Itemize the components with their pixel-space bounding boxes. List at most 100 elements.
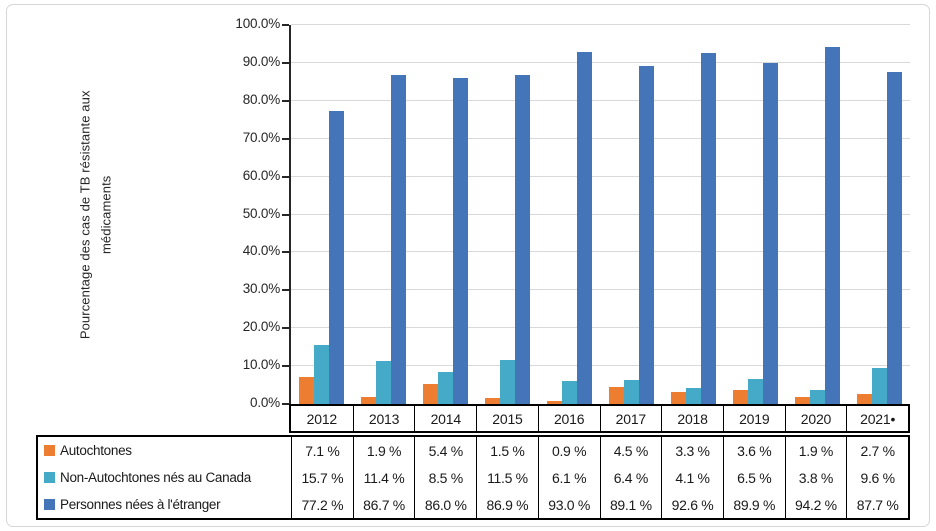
bar-non-autochtones-n-s-au-canada-2016 bbox=[562, 380, 578, 404]
table-value-cell: 4.5 % bbox=[599, 437, 662, 464]
year-header-cell: 2020 bbox=[784, 406, 847, 431]
bar-personnes-n-es-l-tranger-2013 bbox=[391, 75, 407, 404]
year-header-cell: 2018 bbox=[661, 406, 723, 431]
y-tick-mark bbox=[282, 327, 289, 330]
y-tick-mark bbox=[282, 61, 289, 64]
y-tick-mark bbox=[282, 251, 289, 254]
bar-autochtones-2017 bbox=[608, 386, 624, 404]
table-value-cell: 3.6 % bbox=[722, 437, 785, 464]
y-tick-label: 60.0% bbox=[242, 167, 280, 183]
gridline bbox=[291, 365, 910, 367]
year-header-cell: 2017 bbox=[599, 406, 662, 431]
table-value-cell: 94.2 % bbox=[784, 491, 847, 518]
legend-series-label: Non-Autochtones nés au Canada bbox=[60, 470, 251, 485]
gridline bbox=[291, 289, 910, 291]
table-value-cell: 6.5 % bbox=[722, 464, 785, 491]
y-tick-mark bbox=[282, 24, 289, 26]
bar-non-autochtones-n-s-au-canada-2015 bbox=[500, 360, 516, 404]
gridline bbox=[291, 137, 910, 139]
y-tick-mark bbox=[282, 365, 289, 368]
bar-non-autochtones-n-s-au-canada-2019 bbox=[747, 379, 763, 404]
legend-cell: Personnes nées à l'étranger bbox=[38, 491, 291, 518]
table-value-cell: 11.5 % bbox=[476, 464, 538, 491]
y-tick-label: 40.0% bbox=[242, 243, 280, 259]
table-value-cell: 93.0 % bbox=[537, 491, 600, 518]
y-tick-label: 10.0% bbox=[242, 357, 280, 373]
table-value-cell: 6.4 % bbox=[599, 464, 662, 491]
bar-non-autochtones-n-s-au-canada-2017 bbox=[623, 379, 639, 404]
table-value-cell: 86.0 % bbox=[414, 491, 476, 518]
y-tick-mark bbox=[282, 99, 289, 102]
bar-personnes-n-es-l-tranger-2017 bbox=[638, 66, 654, 404]
legend-swatch-icon bbox=[44, 472, 55, 483]
gridline bbox=[291, 24, 910, 25]
bar-autochtones-2015 bbox=[485, 398, 501, 404]
bar-non-autochtones-n-s-au-canada-2014 bbox=[438, 371, 454, 404]
table-value-cell: 6.1 % bbox=[537, 464, 600, 491]
table-value-cell: 92.6 % bbox=[661, 491, 723, 518]
bar-autochtones-2018 bbox=[670, 391, 686, 404]
y-tick-label: 100.0% bbox=[235, 16, 280, 31]
gridline bbox=[291, 99, 910, 101]
y-tick-label: 70.0% bbox=[242, 129, 280, 145]
bar-autochtones-2019 bbox=[732, 390, 748, 404]
bar-non-autochtones-n-s-au-canada-2013 bbox=[376, 360, 392, 404]
bar-personnes-n-es-l-tranger-2021 bbox=[886, 71, 902, 404]
plot-area bbox=[282, 24, 910, 406]
bar-autochtones-2013 bbox=[361, 396, 377, 404]
y-tick-mark bbox=[282, 137, 289, 140]
table-value-cell: 4.1 % bbox=[661, 464, 723, 491]
table-value-cell: 86.9 % bbox=[476, 491, 538, 518]
gridline bbox=[291, 61, 910, 63]
bar-personnes-n-es-l-tranger-2015 bbox=[515, 74, 531, 404]
y-tick-label: 30.0% bbox=[242, 281, 280, 297]
bar-autochtones-2020 bbox=[794, 396, 810, 404]
legend-swatch-icon bbox=[44, 445, 55, 456]
y-tick-label: 50.0% bbox=[242, 205, 280, 221]
bar-personnes-n-es-l-tranger-2019 bbox=[762, 63, 778, 404]
bar-autochtones-2021 bbox=[856, 393, 872, 404]
y-tick-mark bbox=[282, 289, 289, 292]
bar-autochtones-2016 bbox=[547, 400, 563, 404]
gridline bbox=[291, 251, 910, 253]
chart-data-table: Autochtones 7.1 % 1.9 % 5.4 % 1.5 % 0.9 % 4.5 … bbox=[36, 435, 910, 520]
legend-cell: Non-Autochtones nés au Canada bbox=[38, 464, 291, 491]
year-header-cell: 2015 bbox=[476, 406, 538, 431]
table-value-cell: 11.4 % bbox=[352, 464, 415, 491]
table-value-cell: 1.9 % bbox=[352, 437, 415, 464]
legend-series-label: Personnes nées à l'étranger bbox=[60, 497, 221, 512]
y-tick-label: 20.0% bbox=[242, 319, 280, 335]
y-tick-label: 0.0% bbox=[250, 395, 280, 410]
table-value-cell: 2.7 % bbox=[846, 437, 908, 464]
y-tick-mark bbox=[282, 175, 289, 178]
table-value-cell: 9.6 % bbox=[846, 464, 908, 491]
bar-non-autochtones-n-s-au-canada-2021 bbox=[871, 367, 887, 404]
legend-swatch-icon bbox=[44, 499, 55, 510]
table-value-cell: 1.5 % bbox=[476, 437, 538, 464]
y-axis-title-line2: médicaments bbox=[98, 175, 113, 254]
bar-autochtones-2014 bbox=[423, 383, 439, 404]
table-value-cell: 77.2 % bbox=[291, 491, 353, 518]
table-value-cell: 3.8 % bbox=[784, 464, 847, 491]
table-value-cell: 89.9 % bbox=[722, 491, 785, 518]
bar-personnes-n-es-l-tranger-2012 bbox=[329, 111, 345, 404]
bar-non-autochtones-n-s-au-canada-2018 bbox=[685, 388, 701, 404]
y-tick-label: 80.0% bbox=[242, 91, 280, 107]
year-header-cell: 2019 bbox=[722, 406, 785, 431]
table-value-cell: 1.9 % bbox=[784, 437, 847, 464]
year-header-cell: 2021• bbox=[846, 406, 908, 431]
bar-personnes-n-es-l-tranger-2016 bbox=[577, 51, 593, 404]
table-value-cell: 0.9 % bbox=[537, 437, 600, 464]
table-value-cell: 87.7 % bbox=[846, 491, 908, 518]
y-tick-label: 90.0% bbox=[242, 53, 280, 69]
table-value-cell: 15.7 % bbox=[291, 464, 353, 491]
bar-personnes-n-es-l-tranger-2018 bbox=[700, 53, 716, 404]
table-value-cell: 86.7 % bbox=[352, 491, 415, 518]
year-header-cell: 2013 bbox=[352, 406, 415, 431]
table-value-cell: 3.3 % bbox=[661, 437, 723, 464]
year-header-cell: 2014 bbox=[414, 406, 476, 431]
bar-personnes-n-es-l-tranger-2020 bbox=[824, 46, 840, 404]
table-value-cell: 5.4 % bbox=[414, 437, 476, 464]
bar-personnes-n-es-l-tranger-2014 bbox=[453, 78, 469, 404]
bar-non-autochtones-n-s-au-canada-2020 bbox=[809, 389, 825, 404]
